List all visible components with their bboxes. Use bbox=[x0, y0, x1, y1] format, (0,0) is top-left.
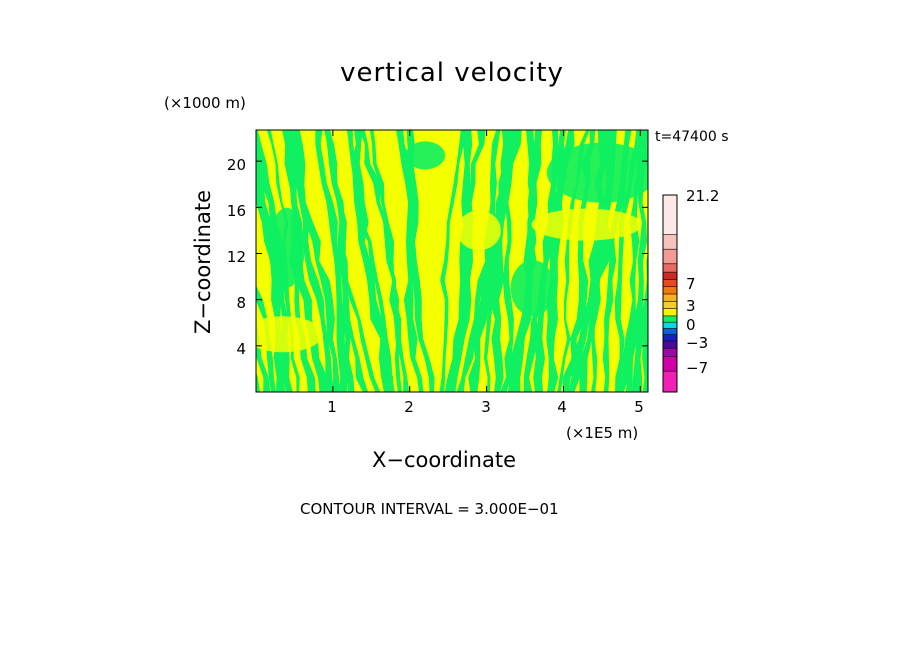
contour-interval-label: CONTOUR INTERVAL = 3.000E−01 bbox=[300, 500, 559, 518]
colorbar-segment bbox=[663, 234, 677, 250]
colorbar-segment bbox=[663, 195, 677, 235]
colorbar-label: 3 bbox=[686, 297, 696, 315]
colorbar-segment bbox=[663, 279, 677, 287]
negative-region bbox=[533, 130, 561, 392]
x-ticks bbox=[332, 130, 641, 392]
colorbar-segment bbox=[663, 322, 677, 329]
negative-region bbox=[444, 130, 486, 392]
negative-region bbox=[449, 130, 473, 392]
negative-region bbox=[346, 130, 395, 392]
time-label: t=47400 s bbox=[655, 129, 729, 145]
colorbar-label: 7 bbox=[686, 275, 696, 293]
colorbar-segment bbox=[663, 263, 677, 273]
negative-region bbox=[499, 130, 522, 392]
z-unit-label: (×1000 m) bbox=[164, 94, 246, 112]
x-tick-label: 4 bbox=[557, 398, 567, 416]
x-tick-label: 5 bbox=[634, 398, 644, 416]
plot-area bbox=[256, 130, 648, 392]
negative-region bbox=[405, 141, 446, 170]
negative-region bbox=[625, 130, 648, 392]
colorbar-segment bbox=[663, 308, 677, 316]
negative-region bbox=[359, 130, 410, 392]
negative-region bbox=[369, 130, 402, 392]
colorbar-segment bbox=[663, 348, 677, 357]
negative-region bbox=[557, 130, 590, 392]
negative-region bbox=[510, 260, 555, 317]
x-unit-label: (×1E5 m) bbox=[566, 424, 639, 442]
positive-region bbox=[456, 210, 501, 251]
colorbar-segment bbox=[663, 249, 677, 264]
negative-region bbox=[483, 130, 517, 392]
positive-region bbox=[256, 316, 323, 353]
colorbar-segment bbox=[663, 328, 677, 335]
colorbar bbox=[662, 194, 678, 393]
negative-region bbox=[642, 324, 648, 392]
colorbar-segment bbox=[663, 315, 677, 323]
negative-region bbox=[290, 130, 340, 392]
colorbar-frame bbox=[662, 194, 678, 393]
colorbar-segment bbox=[663, 294, 677, 302]
y-tick-label: 12 bbox=[226, 248, 246, 266]
negative-region bbox=[546, 142, 648, 203]
plot-frame bbox=[255, 129, 649, 393]
negative-region bbox=[256, 319, 271, 392]
colorbar-segment bbox=[663, 340, 677, 349]
negative-region bbox=[406, 130, 435, 392]
y-tick-label: 16 bbox=[226, 202, 246, 220]
x-tick-label: 2 bbox=[404, 398, 414, 416]
x-tick-label: 3 bbox=[481, 398, 491, 416]
negative-region bbox=[489, 130, 515, 392]
colorbar-label: 21.2 bbox=[686, 187, 720, 205]
y-tick-label: 4 bbox=[236, 340, 246, 358]
colorbar-segment bbox=[663, 356, 677, 372]
negative-region bbox=[546, 130, 575, 392]
negative-region bbox=[282, 130, 316, 392]
negative-region bbox=[256, 285, 276, 392]
negative-region bbox=[590, 130, 612, 392]
positive-region bbox=[531, 208, 642, 241]
x-axis-label: X−coordinate bbox=[372, 448, 516, 472]
negative-region bbox=[631, 130, 648, 392]
negative-region bbox=[268, 207, 305, 288]
colorbar-label: 0 bbox=[686, 316, 696, 334]
negative-region bbox=[315, 130, 348, 392]
x-tick-label: 1 bbox=[327, 398, 337, 416]
heatmap-stripes bbox=[256, 130, 648, 392]
colorbar-label: −7 bbox=[686, 359, 709, 377]
y-tick-label: 20 bbox=[226, 156, 246, 174]
negative-region bbox=[439, 130, 466, 392]
y-ticks bbox=[256, 160, 648, 347]
negative-region bbox=[325, 130, 381, 392]
colorbar-segment bbox=[663, 301, 677, 309]
negative-region bbox=[285, 130, 328, 392]
chart-title: vertical velocity bbox=[340, 58, 564, 88]
negative-region bbox=[256, 371, 261, 392]
colorbar-segment bbox=[663, 272, 677, 280]
colorbar-segment bbox=[663, 334, 677, 341]
negative-region bbox=[456, 130, 501, 392]
negative-region bbox=[512, 130, 537, 392]
colorbar-label: −3 bbox=[686, 334, 709, 352]
negative-region bbox=[614, 130, 642, 392]
y-tick-label: 8 bbox=[236, 294, 246, 312]
colorbar-segment bbox=[663, 286, 677, 295]
colorbar-segment bbox=[663, 371, 677, 392]
